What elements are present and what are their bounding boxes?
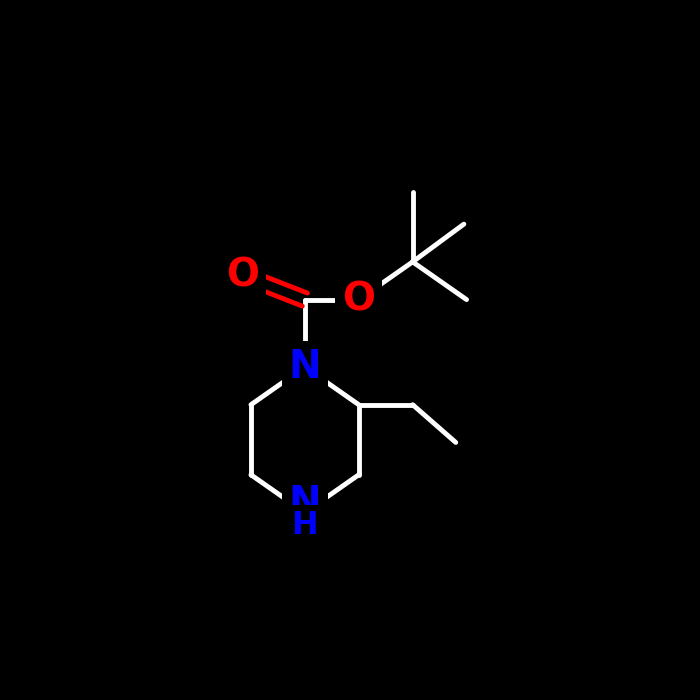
Text: N: N bbox=[288, 484, 321, 522]
Text: N: N bbox=[288, 348, 321, 386]
Text: O: O bbox=[342, 281, 375, 318]
Text: O: O bbox=[226, 256, 260, 294]
Text: H: H bbox=[291, 510, 318, 542]
